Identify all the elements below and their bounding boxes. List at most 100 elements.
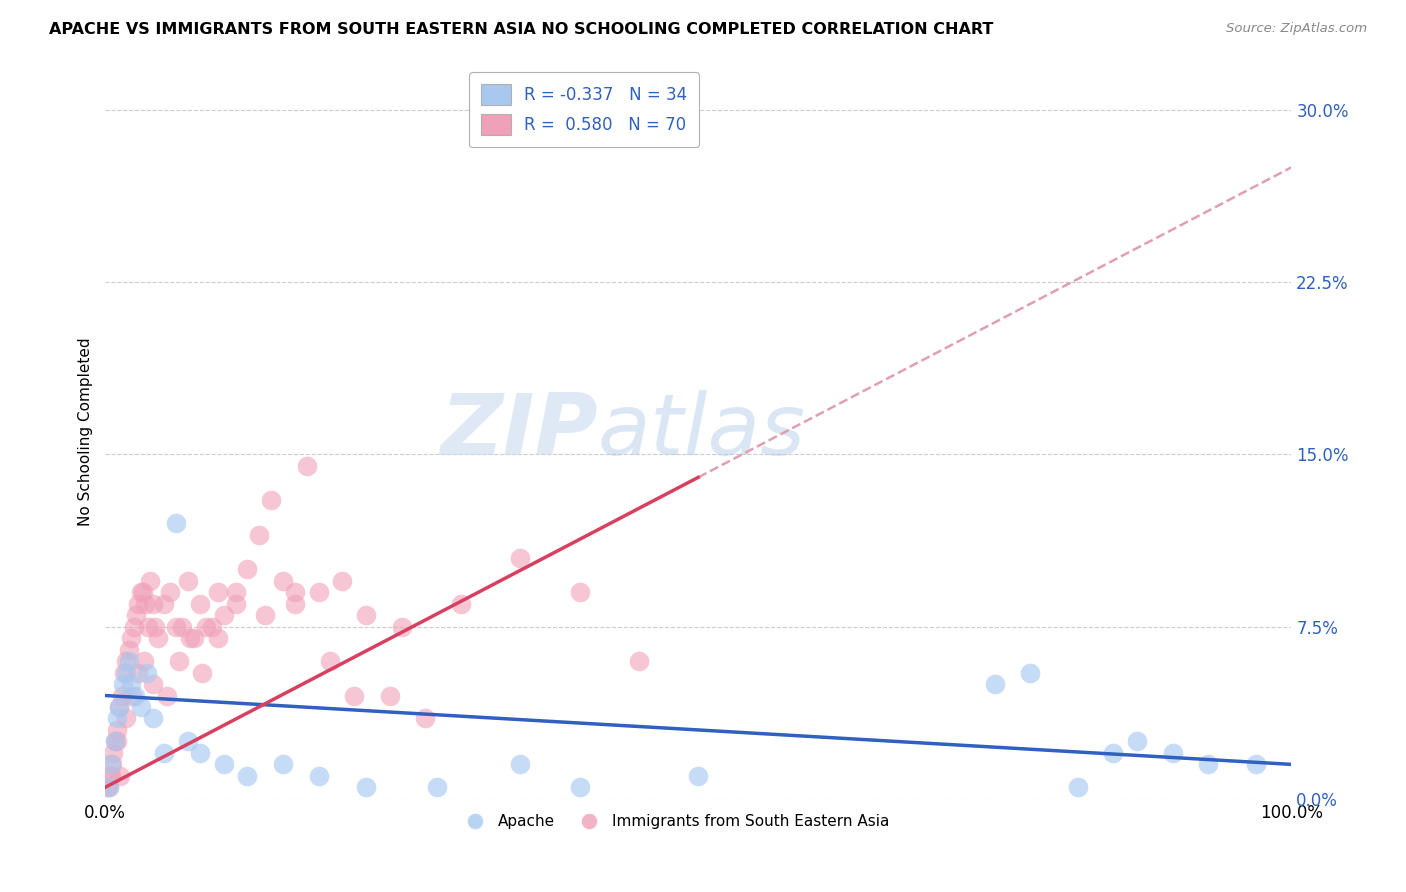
Point xyxy=(110,769,132,783)
Point xyxy=(1019,665,1042,680)
Point xyxy=(627,654,650,668)
Point xyxy=(101,757,124,772)
Point xyxy=(295,458,318,473)
Point xyxy=(308,769,330,783)
Point xyxy=(271,757,294,772)
Point xyxy=(156,689,179,703)
Point xyxy=(1126,734,1149,748)
Point xyxy=(124,689,146,703)
Point xyxy=(103,734,125,748)
Point xyxy=(354,608,377,623)
Point xyxy=(212,608,235,623)
Point xyxy=(127,665,149,680)
Point xyxy=(343,689,366,703)
Point xyxy=(111,689,134,703)
Point xyxy=(225,585,247,599)
Point xyxy=(127,597,149,611)
Point xyxy=(509,757,531,772)
Point xyxy=(194,619,217,633)
Point xyxy=(143,619,166,633)
Point xyxy=(236,769,259,783)
Point xyxy=(568,780,591,795)
Legend: Apache, Immigrants from South Eastern Asia: Apache, Immigrants from South Eastern As… xyxy=(454,808,896,835)
Point xyxy=(330,574,353,588)
Point xyxy=(97,780,120,795)
Point xyxy=(254,608,277,623)
Point xyxy=(141,711,163,725)
Point xyxy=(391,619,413,633)
Point xyxy=(426,780,449,795)
Point xyxy=(115,654,138,668)
Point xyxy=(688,769,710,783)
Point xyxy=(165,619,187,633)
Point xyxy=(121,689,143,703)
Point xyxy=(129,700,152,714)
Point xyxy=(139,574,162,588)
Point xyxy=(120,677,142,691)
Point xyxy=(135,665,157,680)
Point xyxy=(115,665,138,680)
Point xyxy=(225,597,247,611)
Point xyxy=(141,597,163,611)
Point xyxy=(111,677,134,691)
Text: atlas: atlas xyxy=(598,390,806,473)
Point xyxy=(100,769,122,783)
Point xyxy=(97,780,120,795)
Point xyxy=(165,516,187,531)
Point xyxy=(271,574,294,588)
Point xyxy=(115,711,138,725)
Point xyxy=(134,597,156,611)
Point xyxy=(207,585,229,599)
Y-axis label: No Schooling Completed: No Schooling Completed xyxy=(79,337,93,525)
Point xyxy=(568,585,591,599)
Point xyxy=(284,585,307,599)
Point xyxy=(167,654,190,668)
Point xyxy=(212,757,235,772)
Point xyxy=(188,597,211,611)
Text: ZIP: ZIP xyxy=(440,390,598,473)
Point xyxy=(105,723,128,737)
Point xyxy=(105,711,128,725)
Point xyxy=(415,711,437,725)
Point xyxy=(1244,757,1267,772)
Point xyxy=(984,677,1007,691)
Point xyxy=(105,734,128,748)
Point xyxy=(1161,746,1184,760)
Point xyxy=(172,619,194,633)
Point xyxy=(308,585,330,599)
Point xyxy=(1102,746,1125,760)
Point xyxy=(247,528,270,542)
Point xyxy=(378,689,401,703)
Point xyxy=(207,631,229,645)
Point xyxy=(354,780,377,795)
Point xyxy=(1067,780,1090,795)
Point xyxy=(236,562,259,576)
Point xyxy=(103,734,125,748)
Point xyxy=(188,746,211,760)
Text: APACHE VS IMMIGRANTS FROM SOUTH EASTERN ASIA NO SCHOOLING COMPLETED CORRELATION : APACHE VS IMMIGRANTS FROM SOUTH EASTERN … xyxy=(49,22,994,37)
Point xyxy=(141,677,163,691)
Point xyxy=(183,631,205,645)
Point xyxy=(103,746,125,760)
Point xyxy=(122,619,145,633)
Point xyxy=(108,700,131,714)
Point xyxy=(1197,757,1219,772)
Point xyxy=(284,597,307,611)
Point xyxy=(132,585,155,599)
Point xyxy=(179,631,201,645)
Point xyxy=(177,574,200,588)
Point xyxy=(118,642,141,657)
Point xyxy=(153,746,176,760)
Point xyxy=(509,550,531,565)
Point xyxy=(100,757,122,772)
Point xyxy=(148,631,170,645)
Point xyxy=(120,631,142,645)
Point xyxy=(177,734,200,748)
Point xyxy=(450,597,472,611)
Point xyxy=(136,619,159,633)
Point xyxy=(201,619,224,633)
Point xyxy=(134,654,156,668)
Point xyxy=(260,493,283,508)
Point xyxy=(191,665,214,680)
Point xyxy=(118,654,141,668)
